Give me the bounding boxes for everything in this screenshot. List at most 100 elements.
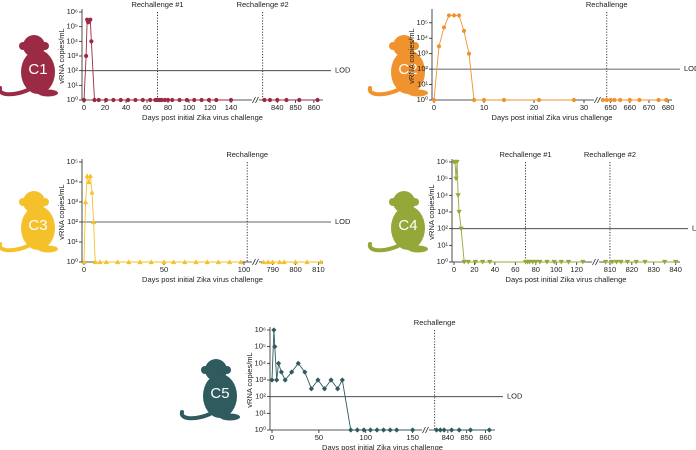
monkey-head	[23, 35, 45, 57]
data-point	[227, 259, 233, 265]
data-point	[339, 377, 345, 383]
data-point	[84, 53, 89, 59]
rechallenge-label: Rechallenge #2	[584, 150, 636, 159]
data-point	[289, 369, 295, 375]
x-axis-label: Days post initial Zika virus challenge	[492, 113, 613, 122]
data-point	[608, 97, 613, 103]
animal-label: C5	[210, 385, 229, 402]
data-point	[602, 259, 609, 265]
data-point	[304, 259, 310, 265]
y-tick-label: 10⁴	[416, 33, 428, 42]
data-point	[165, 97, 171, 103]
data-point	[571, 97, 577, 103]
y-tick-label: 10²	[417, 64, 428, 73]
data-point	[328, 377, 334, 383]
lod-label: LOD	[335, 217, 351, 226]
data-point	[437, 427, 443, 433]
monkey-foot	[408, 89, 428, 97]
series-line	[83, 175, 241, 263]
data-point	[271, 327, 277, 333]
y-tick-label: 10²	[437, 224, 448, 233]
data-point	[282, 377, 288, 383]
monkey-foot	[220, 413, 240, 421]
data-point	[436, 44, 442, 49]
x-tick-label: 0	[452, 265, 456, 274]
y-tick-label: 10⁵	[437, 174, 448, 183]
data-point	[215, 259, 221, 265]
data-point	[115, 259, 121, 265]
x-tick-label: 120	[570, 265, 583, 274]
x-tick-label: 660	[624, 103, 637, 112]
data-point	[410, 427, 416, 433]
data-point	[170, 97, 175, 103]
data-point	[228, 97, 234, 103]
data-point	[394, 427, 400, 433]
data-point	[387, 427, 393, 433]
panel: C1 10⁰ 10¹ 10² 10³ 10⁴ 10⁵ 10⁶ vRNA copies/mL 0 20…	[0, 0, 351, 122]
data-point	[431, 97, 437, 103]
data-point	[318, 259, 324, 265]
y-tick-label: 10⁴	[254, 358, 266, 367]
y-tick-label: 10⁰	[437, 257, 448, 266]
y-axis-label: vRNA copies/mL	[57, 184, 66, 239]
data-point	[162, 97, 167, 103]
data-point	[551, 259, 557, 265]
data-point	[656, 97, 661, 103]
y-tick-label: 10⁰	[255, 425, 266, 434]
data-point	[103, 97, 109, 103]
data-point	[446, 13, 452, 18]
monkey-foot	[38, 245, 58, 253]
x-axis-label: Days post initial Zika virus challenge	[142, 113, 263, 122]
data-point	[441, 25, 447, 30]
data-point	[204, 259, 210, 265]
y-tick-label: 10⁶	[255, 325, 266, 334]
data-point	[89, 189, 95, 195]
data-point	[284, 97, 289, 103]
monkey-body	[203, 374, 237, 418]
data-point	[642, 259, 648, 265]
monkey-ear	[19, 198, 27, 206]
data-point	[465, 259, 471, 265]
x-tick-label: 840	[442, 433, 455, 442]
data-point	[472, 259, 479, 265]
monkey-ear	[389, 42, 397, 50]
data-point	[275, 97, 280, 103]
x-tick-label: 60	[143, 103, 151, 112]
y-tick-label: 10²	[67, 66, 78, 75]
data-point	[193, 259, 199, 265]
x-axis-label: Days post initial Zika virus challenge	[506, 275, 627, 284]
data-point	[449, 427, 455, 433]
monkey-icon	[367, 35, 428, 97]
monkey-ear	[389, 198, 397, 206]
data-point	[633, 259, 639, 265]
animal-label: C3	[28, 217, 47, 234]
rechallenge-label: Rechallenge #1	[499, 150, 551, 159]
x-tick-label: 20	[530, 103, 538, 112]
data-point	[275, 360, 282, 366]
data-point	[618, 97, 623, 103]
y-tick-label: 10³	[67, 197, 78, 206]
data-point	[662, 259, 668, 265]
y-tick-label: 10³	[255, 375, 266, 384]
series-line	[454, 161, 583, 263]
data-point	[262, 97, 267, 103]
data-point	[184, 97, 189, 103]
x-tick-label: 800	[289, 265, 302, 274]
rechallenge-label: Rechallenge #2	[237, 0, 289, 9]
x-tick-label: 100	[550, 265, 563, 274]
x-tick-label: 810	[312, 265, 325, 274]
data-point	[92, 97, 97, 103]
data-point	[361, 427, 367, 433]
x-tick-label: 20	[470, 265, 478, 274]
y-tick-label: 10²	[67, 217, 78, 226]
data-point	[354, 427, 360, 433]
monkey-ear	[201, 366, 209, 374]
x-tick-label: 810	[604, 265, 617, 274]
monkey-icon	[0, 191, 58, 253]
y-tick-label: 10¹	[437, 240, 448, 249]
data-point	[274, 377, 280, 383]
y-tick-label: 10⁰	[417, 95, 428, 104]
data-point	[461, 259, 467, 265]
